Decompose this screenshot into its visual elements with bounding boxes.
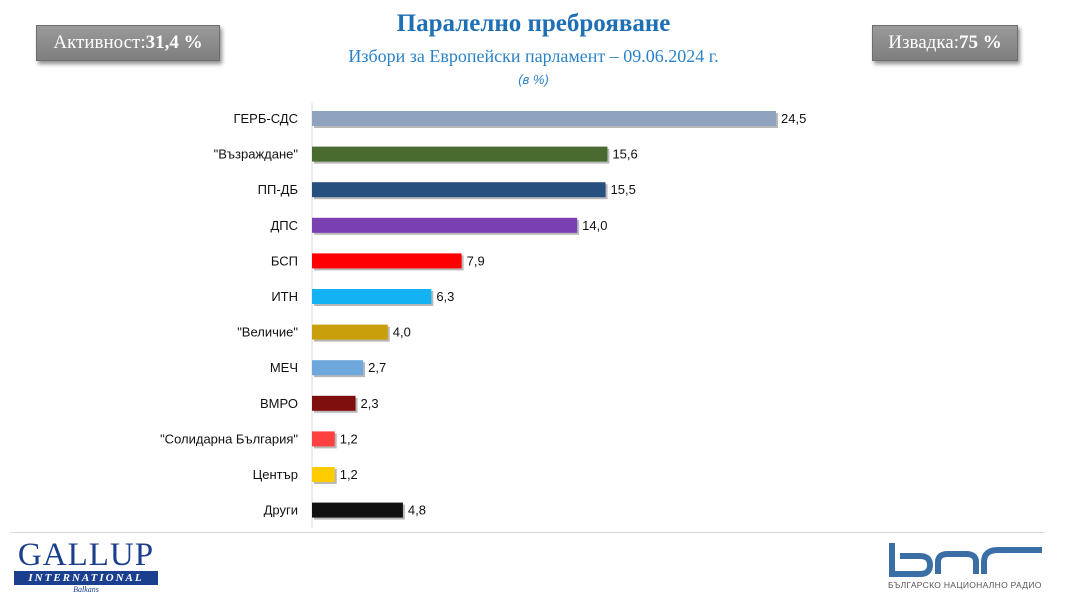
bar [312, 502, 403, 518]
chart-subtitle: Избори за Европейски парламент – 09.06.2… [348, 46, 719, 66]
bar [312, 217, 578, 233]
gallup-wordmark: GALLUP [17, 537, 155, 573]
bar [312, 324, 388, 340]
bnr-logo: БЪЛГАРСКО НАЦИОНАЛНО РАДИО [886, 540, 1046, 596]
bar [312, 253, 462, 269]
value-label: 15,6 [612, 147, 637, 162]
value-label: 24,5 [781, 111, 806, 126]
bar [312, 467, 335, 482]
chart-title: Паралелно преброяване [396, 10, 671, 37]
bnr-logo-mark-icon [889, 543, 1042, 577]
gallup-balkans: Balkans [73, 585, 99, 594]
category-label: ПП-ДБ [258, 182, 298, 197]
bars-layer: ГЕРБ-СДС 24,5 "Възраждане" 15,6 ПП-ДБ 15,5 ДПС… [160, 103, 806, 529]
category-label: ИТН [271, 289, 298, 304]
value-label: 14,0 [582, 218, 607, 233]
category-label: "Величие" [237, 325, 298, 340]
category-label: ГЕРБ-СДС [233, 111, 298, 126]
bar [312, 395, 356, 411]
value-label: 2,3 [361, 396, 379, 411]
value-label: 1,2 [340, 467, 358, 482]
bar [312, 182, 606, 198]
value-label: 4,0 [393, 325, 411, 340]
chart-unit: (в %) [518, 72, 549, 87]
category-label: Други [264, 503, 298, 518]
value-label: 4,8 [408, 503, 426, 518]
value-label: 1,2 [340, 431, 358, 446]
value-label: 15,5 [611, 182, 636, 197]
value-label: 7,9 [467, 253, 485, 268]
footer-divider [10, 532, 1045, 533]
bar [312, 431, 335, 447]
bar [312, 289, 432, 304]
gallup-logo: GALLUP INTERNATIONAL Balkans [14, 537, 158, 596]
bar [312, 146, 608, 162]
sample-badge: Извадка:75 % [872, 25, 1018, 61]
bar [312, 111, 776, 126]
turnout-value: 31,4 % [145, 32, 203, 53]
sample-value: 75 % [958, 32, 1002, 53]
category-label: Център [253, 467, 298, 482]
sample-label: Извадка: [888, 32, 959, 53]
category-label: МЕЧ [270, 360, 298, 375]
category-label: ВМРО [260, 396, 298, 411]
category-label: ДПС [270, 218, 298, 233]
bnr-caption: БЪЛГАРСКО НАЦИОНАЛНО РАДИО [888, 580, 1042, 590]
value-label: 6,3 [436, 289, 454, 304]
turnout-badge: Активност:31,4 % [36, 25, 220, 61]
category-label: "Солидарна България" [160, 431, 298, 446]
turnout-label: Активност: [53, 32, 146, 53]
value-label: 2,7 [368, 360, 386, 375]
category-label: БСП [271, 253, 298, 268]
category-label: "Възраждане" [214, 147, 299, 162]
bar [312, 360, 364, 376]
gallup-international-bar: INTERNATIONAL [14, 571, 158, 585]
